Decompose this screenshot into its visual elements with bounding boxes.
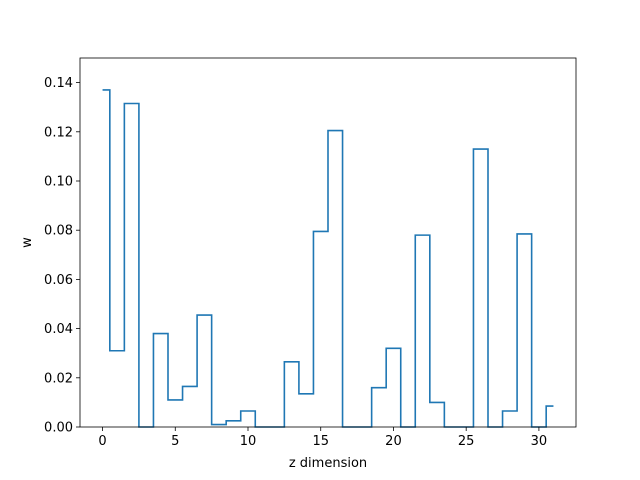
x-tick-label: 10 <box>240 434 257 449</box>
y-tick-label: 0.08 <box>44 224 73 239</box>
step-line-series <box>102 89 554 428</box>
x-tick-label: 15 <box>312 434 329 449</box>
y-tick-label: 0.00 <box>44 421 73 436</box>
x-tick-label: 20 <box>385 434 402 449</box>
y-tick-label: 0.04 <box>44 322 73 337</box>
y-axis-label: w <box>20 237 35 248</box>
x-tick-label: 5 <box>171 434 179 449</box>
y-tick-label: 0.12 <box>44 125 73 140</box>
y-tick-label: 0.02 <box>44 371 73 386</box>
y-tick-label: 0.14 <box>44 76 73 91</box>
y-tick-label: 0.06 <box>44 273 73 288</box>
x-tick-label: 0 <box>98 434 106 449</box>
x-axis-label: z dimension <box>289 456 367 471</box>
x-tick-label: 25 <box>458 434 475 449</box>
x-tick-label: 30 <box>531 434 548 449</box>
plot-frame <box>79 57 577 428</box>
y-tick-label: 0.10 <box>44 175 73 190</box>
